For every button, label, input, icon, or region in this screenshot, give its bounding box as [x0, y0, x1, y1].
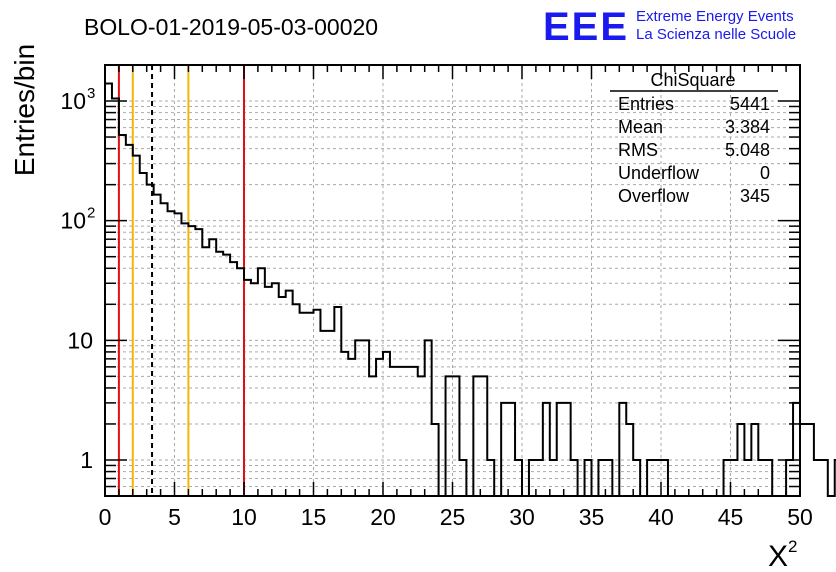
x-axis-title: X2 [768, 537, 797, 572]
y-axis-title: Entries/bin [9, 44, 40, 176]
x-axis-title-superscript: 2 [788, 537, 797, 556]
stats-label-rms: RMS [618, 140, 658, 160]
x-tick-label: 15 [301, 504, 327, 530]
stats-box-title: ChiSquare [650, 70, 735, 90]
y-tick-label: 1 [80, 447, 93, 473]
stats-value-underflow: 0 [760, 163, 770, 183]
eee-logo-line2: La Scienza nelle Scuole [636, 26, 796, 43]
stats-box: ChiSquare Entries 5441 Mean 3.384 RMS 5.048 Un… [610, 70, 778, 206]
histogram-series [105, 82, 836, 497]
eee-logo-line1: Extreme Energy Events [636, 8, 794, 25]
y-tick-label: 10 [60, 88, 86, 114]
x-tick-label: 10 [231, 504, 257, 530]
run-title: BOLO-01-2019-05-03-00020 [84, 14, 378, 40]
x-tick-label: 50 [787, 504, 813, 530]
y-tick-label: 10 [60, 208, 86, 234]
x-tick-label: 0 [99, 504, 112, 530]
x-tick-label: 30 [509, 504, 535, 530]
x-tick-label: 35 [579, 504, 605, 530]
x-tick-label: 20 [370, 504, 396, 530]
stats-value-mean: 3.384 [725, 117, 770, 137]
stats-value-rms: 5.048 [725, 140, 770, 160]
stats-label-mean: Mean [618, 117, 663, 137]
stats-label-entries: Entries [618, 94, 674, 114]
stats-label-underflow: Underflow [618, 163, 700, 183]
eee-logo: EEE Extreme Energy Events La Scienza nel… [543, 5, 796, 49]
stats-value-entries: 5441 [730, 94, 770, 114]
x-tick-label: 45 [718, 504, 744, 530]
x-tick-label: 25 [440, 504, 466, 530]
eee-logo-letters: EEE [543, 5, 629, 49]
stats-label-overflow: Overflow [618, 186, 690, 206]
grid-lines [105, 65, 800, 496]
stats-value-overflow: 345 [740, 186, 770, 206]
y-tick-label-exponent: 3 [87, 85, 95, 102]
reference-lines [117, 65, 245, 496]
y-tick-label: 10 [67, 327, 93, 353]
x-tick-label: 40 [648, 504, 674, 530]
y-tick-label-exponent: 2 [87, 205, 95, 222]
x-tick-label: 5 [168, 504, 181, 530]
